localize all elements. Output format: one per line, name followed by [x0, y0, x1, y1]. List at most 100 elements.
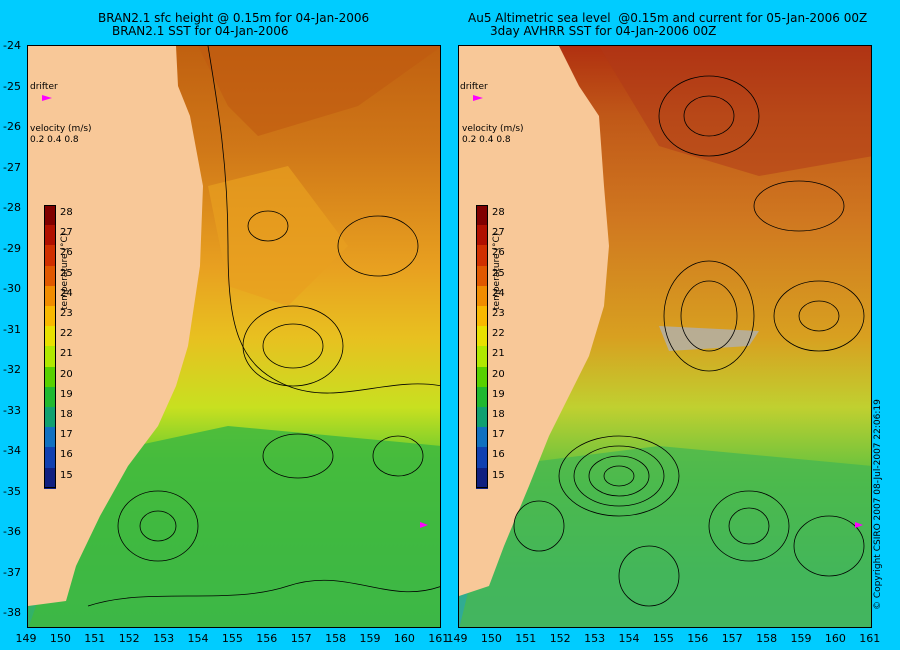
lat-tick-label: -33 — [3, 403, 21, 417]
lon-tick-label: 149 — [15, 632, 37, 645]
left-title-line2: BRAN2.1 SST for 04-Jan-2006 — [112, 24, 289, 38]
colorbar-swatch — [44, 225, 56, 247]
right-land — [459, 46, 609, 596]
right-title-line1: Au5 Altimetric sea level @0.15m and curr… — [468, 11, 868, 25]
left-drifter-marker-2 — [420, 522, 428, 528]
lon-tick-label: 159 — [359, 632, 381, 645]
colorbar-tick-label: 15 — [492, 469, 505, 481]
colorbar-tick-label: 28 — [60, 207, 73, 218]
colorbar-frame — [44, 205, 56, 488]
colorbar-tick-label: 18 — [492, 409, 505, 420]
colorbar-swatch — [44, 346, 56, 368]
lat-tick-label: -26 — [3, 120, 21, 133]
colorbar-tick-label: 19 — [60, 388, 73, 400]
colorbar-swatch — [476, 326, 488, 348]
lon-tick-label: 150 — [49, 632, 71, 645]
colorbar-swatch — [476, 306, 488, 327]
lat-tick-label: -28 — [3, 201, 21, 214]
colorbar-swatch — [44, 205, 56, 226]
right-map-panel — [458, 45, 872, 628]
copyright-text: © Copyright CSIRO 2007 08-Jul-2007 22:06… — [873, 399, 883, 610]
lon-tick-label: 161 — [859, 632, 881, 645]
left-land — [28, 46, 203, 606]
colorbar-frame — [476, 205, 488, 488]
colorbar-tick-label: 20 — [492, 368, 505, 380]
lat-tick-label: -37 — [3, 565, 21, 579]
colorbar-tick-label: 16 — [492, 449, 505, 461]
colorbar-swatch — [476, 447, 488, 469]
left-contours — [87, 46, 440, 607]
colorbar-tick-label: 16 — [60, 449, 73, 461]
lon-tick-label: 153 — [153, 632, 175, 645]
lat-tick-label: -34 — [3, 444, 21, 457]
colorbar-swatch — [476, 467, 488, 489]
lon-tick-label: 156 — [256, 632, 278, 645]
right-sst-map — [459, 46, 871, 627]
lon-tick-label: 161 — [428, 632, 450, 645]
lon-tick-label: 151 — [515, 632, 537, 645]
colorbar-tick-label: 19 — [492, 388, 505, 400]
lon-tick-label: 157 — [290, 632, 312, 645]
right-drifter-marker — [473, 95, 483, 101]
lon-tick-label: 158 — [756, 632, 778, 645]
colorbar-tick-label: 22 — [492, 328, 505, 340]
colorbar-swatch — [476, 386, 488, 408]
colorbar-tick-label: 27 — [60, 227, 73, 239]
left-drifter-marker — [42, 95, 52, 101]
lon-tick-label: 149 — [446, 632, 468, 645]
left-velocity-label: velocity (m/s) — [30, 124, 92, 134]
colorbar-swatch — [44, 427, 56, 449]
colorbar-tick-label: 24 — [492, 287, 505, 299]
lon-tick-label: 153 — [584, 632, 606, 645]
colorbar-swatch — [44, 467, 56, 489]
lat-tick-label: -25 — [3, 79, 21, 93]
left-sst-map — [28, 46, 440, 627]
colorbar-swatch — [44, 407, 56, 428]
left-drifter-label: drifter — [30, 82, 58, 92]
colorbar-tick-label: 17 — [492, 429, 505, 441]
lon-tick-label: 155 — [221, 632, 243, 645]
colorbar-swatch — [476, 366, 488, 388]
colorbar-swatch — [44, 285, 56, 307]
colorbar-tick-label: 21 — [60, 348, 73, 360]
right-colorbar-title: temperature (°C) — [492, 232, 502, 310]
colorbar-swatch — [476, 407, 488, 428]
right-drifter-label: drifter — [460, 82, 488, 92]
lon-tick-label: 154 — [187, 632, 209, 645]
colorbar-tick-label: 26 — [60, 247, 73, 259]
colorbar-tick-label: 15 — [60, 469, 73, 481]
colorbar-swatch — [44, 245, 56, 267]
lat-tick-label: -38 — [3, 606, 21, 619]
colorbar-swatch — [476, 245, 488, 267]
lat-tick-label: -30 — [3, 282, 21, 295]
lat-tick-label: -31 — [3, 322, 21, 336]
right-velocity-label: velocity (m/s) — [462, 124, 524, 134]
lat-tick-label: -32 — [3, 363, 21, 376]
colorbar-tick-label: 18 — [60, 409, 73, 420]
colorbar-tick-label: 23 — [60, 308, 73, 319]
left-colorbar-title: temperature (°C) — [60, 232, 70, 310]
colorbar-swatch — [476, 346, 488, 368]
colorbar-tick-label: 27 — [492, 227, 505, 239]
colorbar-swatch — [476, 285, 488, 307]
right-drifter-marker-2 — [855, 522, 863, 528]
lat-tick-label: -36 — [3, 525, 21, 538]
colorbar-tick-label: 23 — [492, 308, 505, 319]
colorbar-swatch — [44, 366, 56, 388]
colorbar-tick-label: 26 — [492, 247, 505, 259]
lat-tick-label: -29 — [3, 241, 21, 255]
colorbar-swatch — [44, 326, 56, 348]
right-contours — [513, 75, 865, 607]
lon-tick-label: 158 — [325, 632, 347, 645]
left-map-panel — [27, 45, 441, 628]
colorbar-swatch — [44, 386, 56, 408]
lon-tick-label: 150 — [480, 632, 502, 645]
colorbar-tick-label: 17 — [60, 429, 73, 441]
lat-tick-label: -27 — [3, 160, 21, 174]
lon-tick-label: 160 — [824, 632, 846, 645]
colorbar-tick-label: 24 — [60, 287, 73, 299]
colorbar-swatch — [44, 306, 56, 327]
colorbar-tick-label: 25 — [492, 267, 505, 279]
colorbar-tick-label: 22 — [60, 328, 73, 340]
lon-tick-label: 156 — [687, 632, 709, 645]
